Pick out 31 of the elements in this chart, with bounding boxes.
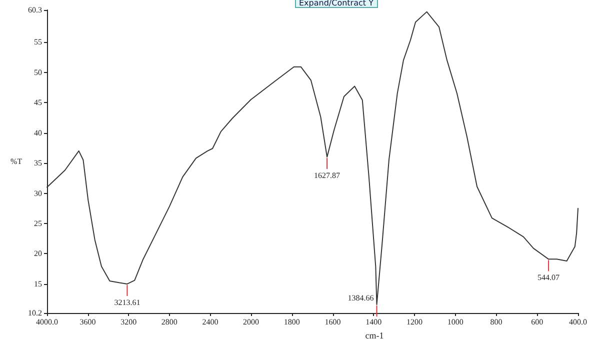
y-tick-label: 20	[34, 249, 42, 258]
x-tick-label: 1600	[324, 318, 341, 326]
y-tick-label: 35	[34, 158, 42, 168]
y-tick-label: 45	[34, 98, 42, 108]
annotation: 1384.66	[348, 294, 374, 303]
x-tick-label: 1800	[284, 318, 300, 326]
y-tick-label: 50	[34, 68, 42, 77]
x-axis-title: cm-1	[365, 330, 384, 340]
y-tick-label: 30	[34, 188, 42, 198]
y-tick-label: 10.2	[28, 308, 42, 318]
y-tick-label: 15	[34, 279, 42, 288]
y-axis-title: %T	[10, 157, 22, 166]
x-tick-label: 4000.0	[36, 318, 58, 326]
x-tick-label: 400.0	[569, 318, 587, 326]
annotation: 1627.87	[314, 170, 340, 180]
y-tick-label: 40	[34, 128, 42, 138]
x-tick-label: 1000	[447, 318, 464, 326]
x-tick-label: 2000	[243, 318, 259, 326]
x-tick-label: 1200	[406, 318, 422, 326]
x-tick-label: 600	[531, 318, 544, 326]
y-tick-label: 25	[34, 218, 42, 228]
x-tick-label: 2800	[161, 318, 178, 326]
x-tick-label: 2400	[202, 318, 218, 326]
annotation: 544.07	[538, 273, 560, 282]
x-tick-label: 1400	[366, 318, 382, 326]
x-tick-label: 3200	[120, 318, 137, 326]
x-tick-label: 3600	[80, 318, 96, 326]
x-tick-label: 800	[490, 318, 502, 326]
y-tick-label: 60.3	[28, 6, 42, 14]
annotation: 3213.61	[114, 298, 140, 307]
y-tick-label: 55	[34, 38, 42, 47]
